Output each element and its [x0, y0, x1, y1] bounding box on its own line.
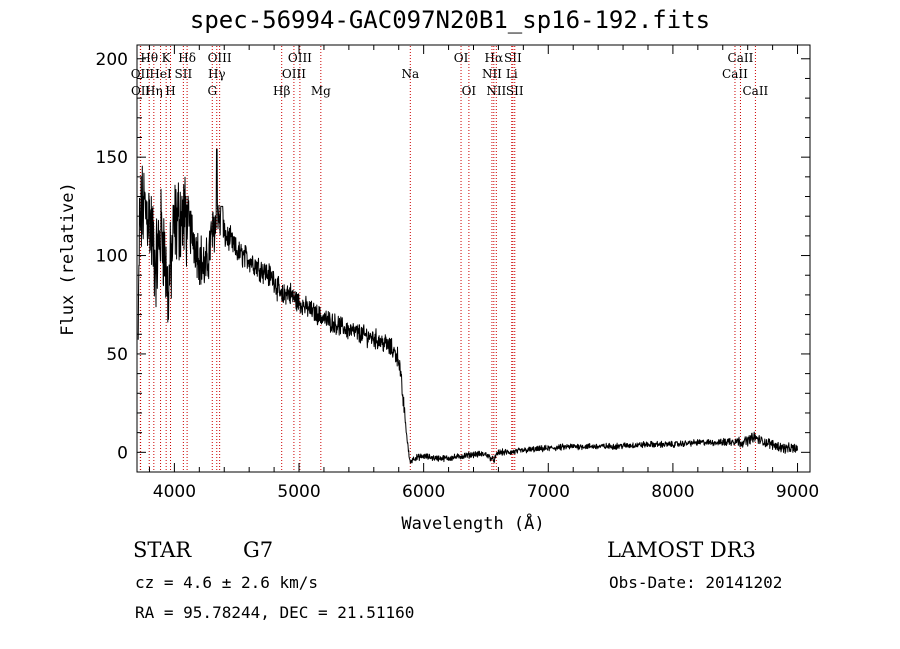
spectral-line-label: NII — [482, 67, 502, 81]
spectral-line-label: Hβ — [273, 84, 290, 98]
x-tick-label: 8000 — [651, 482, 694, 502]
spectral-line-label: Hα — [485, 51, 504, 65]
x-axis-label: Wavelength (Å) — [401, 512, 544, 534]
spectral-line-label: G — [207, 84, 217, 98]
spectral-line-label: Mg — [311, 84, 331, 98]
observation-date: Obs-Date: 20141202 — [609, 573, 783, 592]
spectrum-trace — [137, 148, 798, 464]
y-axis-label: Flux (relative) — [58, 182, 78, 336]
spectral-line-label: Hγ — [208, 67, 226, 81]
object-class: STAR — [133, 538, 192, 562]
spectral-line-label: OIII — [288, 51, 312, 65]
spectrum-trace-group — [137, 148, 798, 464]
spectral-line-label: H — [165, 84, 175, 98]
x-tick-label: 4000 — [153, 482, 196, 502]
y-tick-label: 0 — [117, 443, 128, 463]
x-tick-label: 7000 — [527, 482, 570, 502]
spectral-line-label: OII — [131, 84, 151, 98]
spectral-line-label: NII — [486, 84, 506, 98]
spectral-line-label: SII — [504, 51, 522, 65]
object-subclass: G7 — [243, 538, 274, 562]
plot-title: spec-56994-GAC097N20B1_sp16-192.fits — [189, 6, 711, 34]
spectral-line-label: OI — [462, 84, 477, 98]
x-tick-label: 9000 — [776, 482, 819, 502]
y-tick-label: 50 — [106, 345, 128, 365]
redshift-velocity: cz = 4.6 ± 2.6 km/s — [135, 573, 319, 592]
y-tick-label: 200 — [96, 50, 128, 70]
spectral-line-label: OIII — [208, 51, 232, 65]
spectral-line-label: OIII — [282, 67, 306, 81]
spectral-line-label: Hη — [145, 84, 163, 98]
spectral-line-label: CaII — [722, 67, 748, 81]
spectral-line-label: OI — [454, 51, 469, 65]
spectral-line-label: SII — [175, 67, 193, 81]
spectral-line-label: Li — [506, 67, 518, 81]
y-tick-label: 150 — [96, 148, 128, 168]
spectral-line-label: K — [162, 51, 172, 65]
spectral-line-label: Hθ — [140, 51, 158, 65]
x-tick-label: 6000 — [402, 482, 445, 502]
spectral-line-label: CaII — [728, 51, 754, 65]
spectral-line-label: CaII — [742, 84, 768, 98]
spectral-line-label: SII — [506, 84, 524, 98]
spectral-line-label: HeI — [149, 67, 172, 81]
survey-name: LAMOST DR3 — [607, 538, 756, 562]
axes: 4000 5000 6000 7000 8000 9000 0 50 100 150 200 — [96, 45, 819, 502]
plot-frame — [136, 44, 811, 473]
spectral-line-label: Na — [401, 67, 419, 81]
spectral-line-label: Hδ — [178, 51, 196, 65]
ra-dec-coordinates: RA = 95.78244, DEC = 21.51160 — [135, 603, 415, 622]
y-tick-label: 100 — [96, 247, 128, 267]
x-tick-label: 5000 — [277, 482, 320, 502]
